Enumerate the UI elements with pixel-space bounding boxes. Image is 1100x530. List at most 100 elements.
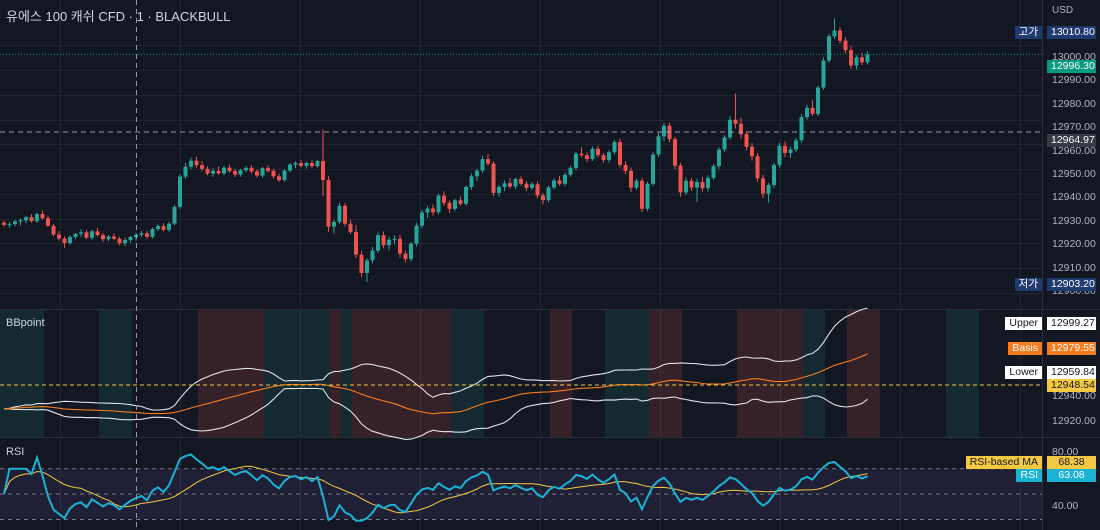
candle-body — [706, 177, 710, 189]
bb-axis-tick: 12920.00 — [1052, 415, 1096, 427]
candle-body — [128, 237, 133, 240]
candle-body — [376, 235, 380, 251]
bb-zone — [99, 310, 132, 437]
candle-body — [612, 142, 617, 153]
candle-body — [497, 186, 501, 193]
candle-body — [29, 217, 34, 222]
candle-body — [695, 182, 699, 188]
candle-body — [464, 186, 468, 204]
candle-body — [733, 119, 738, 124]
crosshair-price-label: 12964.97 — [1047, 134, 1096, 147]
candle-body — [326, 180, 331, 227]
candle-body — [238, 170, 243, 175]
candle-body — [431, 208, 435, 213]
rsi-axis-tick: 40.00 — [1052, 500, 1079, 512]
candle-body — [563, 174, 567, 184]
candle-body — [40, 213, 45, 219]
bb-zone — [605, 310, 649, 437]
candle-body — [106, 236, 111, 240]
candle-body — [447, 202, 452, 209]
bb-basis-value: 12979.55 — [1047, 342, 1096, 355]
candle-body — [816, 87, 820, 114]
candle-body — [139, 233, 144, 235]
candle-body — [282, 170, 287, 181]
candle-body — [618, 142, 622, 165]
candle-body — [150, 229, 155, 237]
candle-body — [832, 30, 837, 37]
candle-body — [662, 125, 666, 137]
candle-body — [260, 168, 265, 176]
rsi-pane-name[interactable]: RSI — [6, 446, 25, 458]
candle-body — [739, 123, 743, 135]
bb-zone — [330, 310, 341, 437]
candle-body — [453, 200, 457, 209]
candle-body — [359, 254, 364, 273]
candle-body — [678, 165, 683, 193]
candle-body — [266, 168, 270, 171]
candle-body — [651, 154, 655, 184]
bb-pane-name[interactable]: BBpoint — [6, 317, 45, 329]
bb-basis-line — [3, 353, 868, 415]
candle-body — [772, 164, 776, 185]
candle-body — [84, 232, 89, 238]
candle-body — [711, 166, 716, 178]
candle-body — [304, 162, 309, 166]
candle-body — [601, 155, 606, 160]
candle-body — [777, 145, 782, 165]
bb-upper-value: 12999.27 — [1047, 317, 1096, 330]
bb-zone — [264, 310, 330, 437]
price-axis-tick: 12920.00 — [1052, 238, 1096, 250]
candle-body — [370, 250, 375, 261]
candle-body — [634, 180, 639, 188]
candle-body — [689, 180, 694, 188]
candle-body — [590, 148, 595, 159]
price-axis-tick: 12950.00 — [1052, 168, 1096, 180]
candle-body — [744, 134, 749, 147]
candle-body — [18, 220, 23, 222]
candle-body — [398, 238, 402, 254]
candle-body — [216, 170, 221, 174]
candle-body — [854, 57, 859, 66]
chart-title[interactable]: 유에스 100 캐쉬 CFD · 1 · BLACKBULL — [6, 9, 231, 24]
candle-body — [337, 205, 342, 222]
candle-body — [728, 119, 732, 138]
candle-body — [145, 233, 149, 237]
candle-body — [178, 176, 182, 207]
candle-body — [35, 213, 39, 222]
candle-body — [865, 54, 870, 63]
bb-lower-tag: Lower — [1005, 366, 1042, 379]
rsi-band — [0, 468, 1042, 520]
crosshair-and-guides — [0, 0, 1042, 530]
price-axis-tick: 12970.00 — [1052, 121, 1096, 133]
bb-zone — [737, 310, 803, 437]
candle-body — [596, 148, 600, 156]
candle-body — [189, 160, 193, 167]
candle-body — [585, 155, 589, 159]
candle-body — [783, 145, 787, 153]
candle-body — [541, 195, 545, 201]
last-price-label: 12996.30 — [1047, 60, 1096, 73]
candle-body — [491, 163, 496, 193]
candle-body — [535, 184, 540, 196]
candle-body — [24, 217, 28, 221]
bb-marker-value: 12948.54 — [1047, 379, 1096, 392]
candle-body — [480, 159, 485, 171]
candle-body — [7, 224, 12, 226]
bb-zone — [550, 310, 572, 437]
candle-body — [838, 30, 842, 41]
candle-body — [90, 231, 94, 238]
candle-body — [365, 260, 369, 273]
candle-body — [95, 231, 100, 236]
candle-body — [568, 167, 573, 175]
rsi-axis-tick: 80.00 — [1052, 446, 1079, 458]
candle-body — [849, 50, 853, 66]
candle-body — [640, 180, 644, 209]
candle-body — [513, 179, 518, 187]
bb-zone — [363, 310, 451, 437]
candle-body — [117, 238, 122, 244]
candle-body — [57, 234, 61, 239]
candle-body — [62, 238, 67, 243]
candle-body — [194, 160, 199, 166]
